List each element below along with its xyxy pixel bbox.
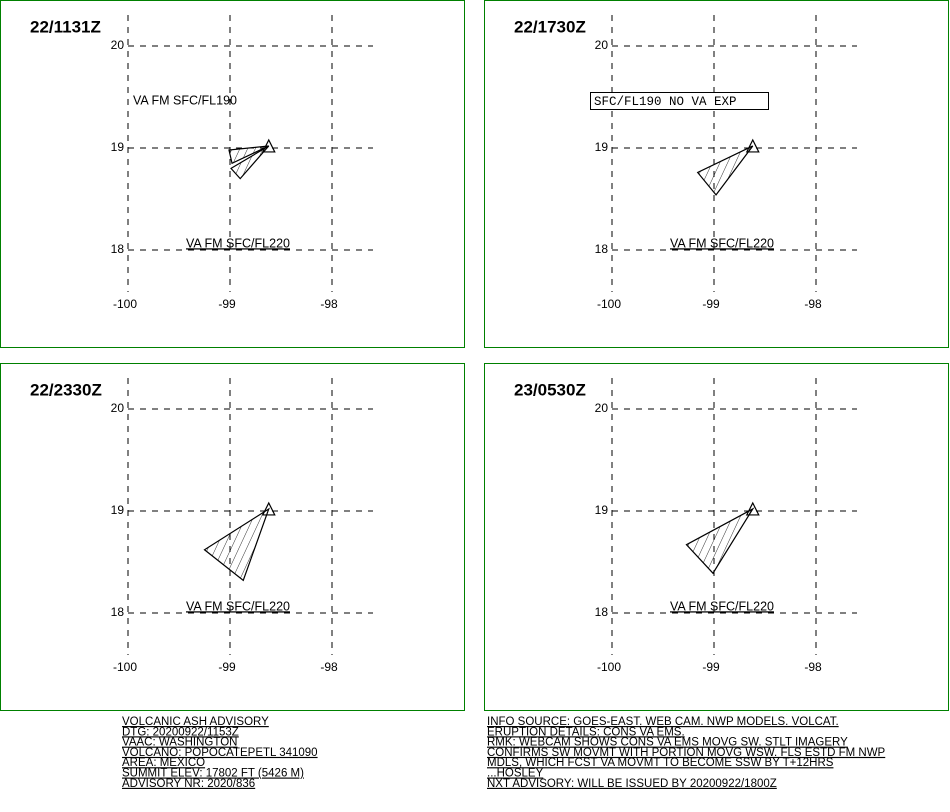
volcano-symbol (745, 501, 760, 516)
label-box (590, 92, 769, 110)
panel-frame (484, 0, 949, 348)
lat-tick-label: 18 (111, 242, 125, 256)
lat-tick-label: 19 (595, 503, 609, 517)
bottom-label: VA FM SFC/FL220 (186, 236, 290, 250)
panel-frame (484, 363, 949, 711)
lon-tick-label: -100 (597, 297, 621, 311)
lat-tick-label: 20 (111, 401, 125, 415)
lon-tick-label: -100 (113, 297, 137, 311)
footer-line: VOLCANO: POPOCATEPETL 341090 (122, 747, 318, 759)
lat-tick-label: 18 (111, 605, 125, 619)
lat-tick-label: 18 (595, 605, 609, 619)
lat-tick-label: 19 (595, 140, 609, 154)
footer-line: VAAC: WASHINGTON (122, 737, 237, 749)
footer-line: SUMMIT ELEV: 17802 FT (5426 M) (122, 768, 304, 780)
lon-tick-label: -98 (804, 297, 822, 311)
panel-frame (0, 363, 465, 711)
ash-polygon (228, 145, 270, 165)
footer-line: AREA: MEXICO (122, 757, 205, 769)
lat-tick-label: 20 (111, 38, 125, 52)
lon-tick-label: -100 (113, 660, 137, 674)
bottom-label: VA FM SFC/FL220 (186, 599, 290, 613)
footer-line: CONFIRMS SW MOVMT WITH PORTION MOVG WSW.… (487, 747, 886, 759)
lat-tick-label: 19 (111, 503, 125, 517)
lon-tick-label: -99 (218, 297, 236, 311)
footer-line: RMK: WEBCAM SHOWS CONS VA EMS MOVG SW. S… (487, 737, 848, 749)
ash-polygon (230, 145, 270, 180)
volcano-symbol (261, 138, 276, 153)
panel-time: 22/1131Z (30, 17, 101, 36)
footer-line: DTG: 20200922/1153Z (122, 726, 239, 738)
volcano-symbol (261, 501, 276, 516)
footer-line: ERUPTION DETAILS: CONS VA EMS. (487, 726, 685, 738)
top-label: VA FM SFC/FL190 (133, 93, 237, 107)
footer-line: MDLS, WHICH FCST VA MOVMT TO BECOME SSW … (487, 757, 834, 769)
lon-tick-label: -99 (702, 297, 720, 311)
footer-line: INFO SOURCE: GOES-EAST. WEB CAM. NWP MOD… (487, 716, 839, 728)
lon-tick-label: -100 (597, 660, 621, 674)
footer-line: NXT ADVISORY: WILL BE ISSUED BY 20200922… (487, 778, 777, 790)
lat-tick-label: 19 (111, 140, 125, 154)
lon-tick-label: -99 (702, 660, 720, 674)
ash-polygon (685, 507, 755, 575)
lon-tick-label: -98 (320, 297, 338, 311)
lon-tick-label: -99 (218, 660, 236, 674)
bottom-label: VA FM SFC/FL220 (670, 236, 774, 250)
footer-line: ...HOSLEY (487, 768, 544, 780)
ash-polygon (203, 507, 270, 582)
panel-time: 23/0530Z (514, 380, 586, 399)
ash-polygon (696, 145, 754, 196)
lat-tick-label: 18 (595, 242, 609, 256)
panel-frame (0, 0, 465, 348)
volcano-symbol (745, 138, 760, 153)
lat-tick-label: 20 (595, 38, 609, 52)
footer-line: ADVISORY NR: 2020/836 (122, 778, 255, 790)
lon-tick-label: -98 (804, 660, 822, 674)
top-box-label: SFC/FL190 NO VA EXP (594, 95, 737, 109)
panel-time: 22/1730Z (514, 17, 586, 36)
bottom-label: VA FM SFC/FL220 (670, 599, 774, 613)
panel-time: 22/2330Z (30, 380, 102, 399)
lon-tick-label: -98 (320, 660, 338, 674)
footer-line: VOLCANIC ASH ADVISORY (122, 716, 269, 728)
lat-tick-label: 20 (595, 401, 609, 415)
